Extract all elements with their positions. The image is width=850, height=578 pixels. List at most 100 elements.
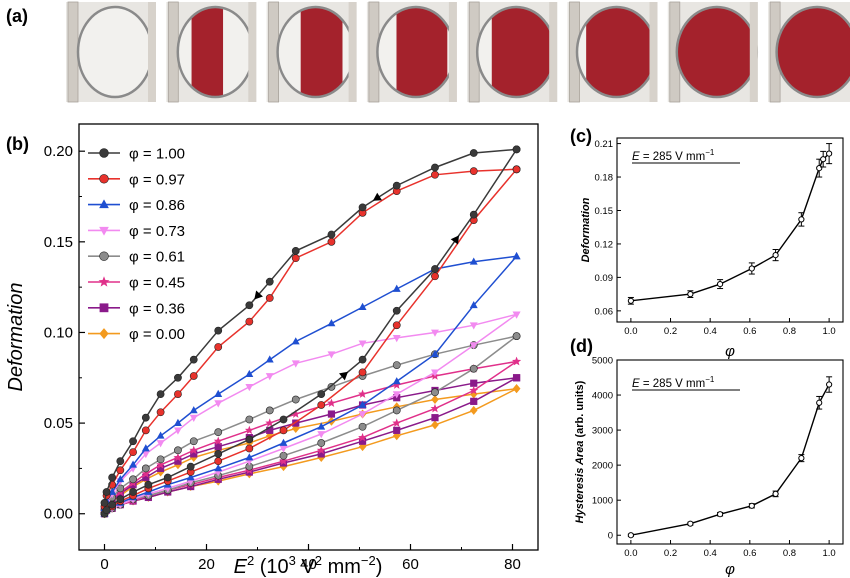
hysteresis-loop-chart: 0 20 40 60 800.000.050.100.150.20 φ = 1.00φ … [5, 123, 539, 578]
legend-marker [99, 174, 109, 184]
data-point [358, 437, 367, 445]
data-point [470, 379, 478, 387]
legend-item-phi-0.86: φ = 0.86 [88, 197, 185, 214]
y-axis-label-b: Deformation [5, 283, 27, 392]
data-point [358, 302, 367, 310]
data-point [820, 156, 827, 163]
data-point [279, 426, 288, 435]
droplet-photo [567, 1, 658, 103]
particle-chain-region [191, 7, 224, 97]
legend-label: φ = 0.45 [129, 275, 185, 292]
data-point [186, 462, 195, 471]
data-point [156, 455, 165, 464]
data-point [826, 381, 833, 388]
data-point [512, 374, 521, 382]
data-point [469, 342, 478, 350]
electrode [348, 2, 357, 102]
data-point [174, 390, 182, 399]
droplet-photo [266, 1, 357, 103]
data-point [327, 319, 336, 327]
data-point [431, 272, 439, 281]
plot-frame-c [616, 137, 844, 323]
plot-frame-d [616, 359, 844, 545]
data-point [141, 413, 150, 422]
data-point [431, 369, 439, 377]
direction-arrow [372, 192, 383, 201]
data-point [100, 498, 109, 507]
data-point [317, 390, 326, 399]
y-tick-label-b: 0.00 [44, 506, 73, 523]
data-point [189, 406, 198, 414]
x-tick-label-c: 0.2 [664, 326, 677, 337]
data-point [687, 520, 694, 527]
droplet-liquid [78, 7, 152, 97]
data-point [816, 399, 823, 406]
data-point [214, 443, 222, 451]
x-tick-label-b: 0 [100, 556, 108, 573]
data-point [469, 257, 478, 265]
data-point [327, 398, 336, 407]
loop-direction-arrows [254, 192, 460, 381]
field-annotation-c: E = 285 V mm−1 [632, 148, 715, 163]
data-point [392, 306, 401, 315]
data-point [772, 251, 779, 259]
droplet-outline [775, 5, 850, 99]
electrode [549, 2, 558, 102]
electrode [67, 1, 79, 103]
data-point [392, 406, 401, 415]
data-point [430, 403, 440, 413]
data-point [748, 502, 755, 509]
particle-chain-region [396, 7, 448, 97]
data-point [279, 415, 288, 424]
y-axis-label-c: Deformation [580, 197, 592, 262]
data-point [265, 355, 274, 363]
data-point [291, 246, 300, 255]
series-phi-0.97 [100, 165, 521, 518]
data-point [279, 445, 288, 453]
legend-marker [99, 226, 109, 236]
electrode [448, 2, 457, 102]
data-point [156, 390, 165, 399]
droplet-photo [66, 1, 156, 103]
y-tick-label-b: 0.20 [44, 143, 73, 160]
data-point [245, 383, 254, 392]
legend: φ = 1.00 φ = 0.97 φ = 0.86 φ = 0.73 φ = 0.61… [88, 146, 185, 343]
data-point [327, 237, 336, 246]
x-tick-label-c: 1.0 [823, 326, 836, 337]
legend-item-phi-0.36: φ = 0.36 [88, 300, 185, 317]
data-point [358, 389, 368, 398]
data-point [816, 165, 823, 172]
data-point [129, 448, 137, 457]
droplet-photo [166, 1, 257, 103]
legend-item-phi-0.73: φ = 0.73 [88, 223, 185, 240]
data-point [512, 332, 521, 340]
data-point [469, 405, 478, 415]
data-point [189, 372, 198, 380]
y-tick-label-c: 0.21 [595, 139, 614, 150]
data-point [173, 418, 182, 426]
data-point [279, 438, 288, 446]
data-point [244, 425, 254, 435]
data-point [317, 439, 326, 447]
data-point [431, 329, 439, 337]
particle-chain-region [300, 7, 343, 97]
data-point [392, 380, 402, 389]
data-point [627, 532, 634, 539]
series-phi-0.86 [100, 252, 521, 517]
data-point [469, 210, 478, 219]
x-tick-label-d: 0.2 [664, 548, 677, 559]
data-point [116, 474, 125, 483]
data-point [431, 420, 439, 430]
data-point [772, 490, 779, 497]
data-point [627, 297, 634, 304]
data-point [279, 451, 288, 460]
panel-label-b: (b) [6, 134, 29, 154]
data-point [156, 408, 165, 417]
data-point [265, 406, 274, 415]
x-tick-label-d: 0.8 [783, 548, 796, 559]
data-point [358, 422, 367, 431]
data-point [687, 291, 694, 298]
data-point [512, 356, 522, 366]
data-point [245, 301, 254, 310]
x-axis-label-b: E2 (103 V2 mm−2) [234, 553, 383, 578]
